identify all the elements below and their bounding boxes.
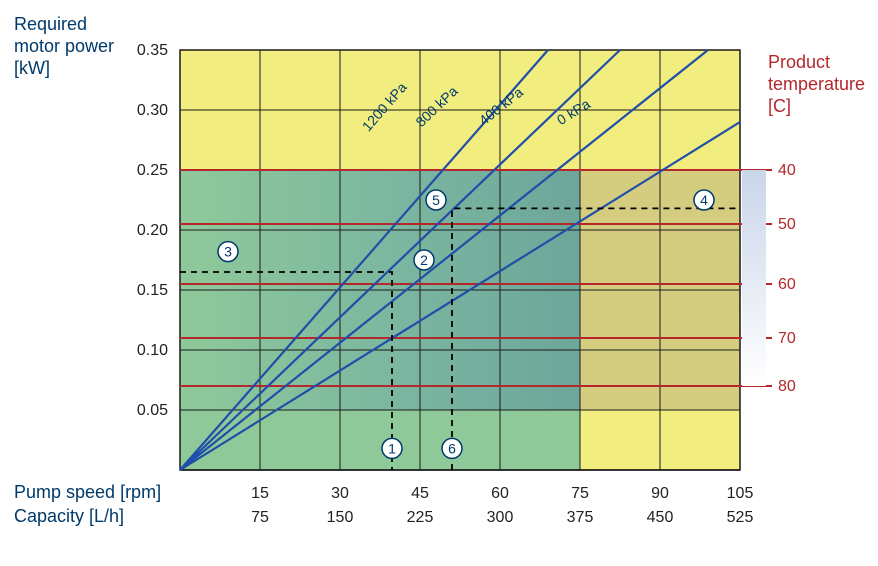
- y-left-title: Required: [14, 14, 87, 34]
- x-tick: 375: [567, 509, 594, 526]
- x-axis-title: Pump speed [rpm]: [14, 482, 161, 502]
- y-right-title: [C]: [768, 96, 791, 116]
- x-tick: 90: [651, 485, 669, 502]
- y-left-title: [kW]: [14, 58, 50, 78]
- x-tick: 45: [411, 485, 429, 502]
- y-right-tick: 40: [778, 162, 796, 179]
- x-tick: 105: [727, 485, 754, 502]
- y-left-title: motor power: [14, 36, 114, 56]
- marker-number: 3: [224, 244, 232, 260]
- marker-number: 6: [448, 440, 456, 456]
- y-right-tick: 50: [778, 216, 796, 233]
- x-tick: 75: [571, 485, 589, 502]
- y-right-tick: 80: [778, 378, 796, 395]
- y-left-tick: 0.25: [137, 162, 168, 179]
- x-tick: 450: [647, 509, 674, 526]
- x-tick: 15: [251, 485, 269, 502]
- marker-number: 4: [700, 192, 708, 208]
- x-tick: 150: [327, 509, 354, 526]
- y-left-tick: 0.20: [137, 222, 168, 239]
- x-tick: 60: [491, 485, 509, 502]
- temperature-strip: [742, 170, 766, 386]
- marker-number: 2: [420, 252, 428, 268]
- x-tick: 225: [407, 509, 434, 526]
- y-left-tick: 0.10: [137, 342, 168, 359]
- y-left-tick: 0.30: [137, 102, 168, 119]
- y-left-tick: 0.05: [137, 402, 168, 419]
- x-tick: 75: [251, 509, 269, 526]
- y-right-tick: 70: [778, 330, 796, 347]
- y-left-tick: 0.15: [137, 282, 168, 299]
- pump-chart: 1200 kPa800 kPa400 kPa0 kPa 123456 Requi…: [0, 0, 878, 566]
- y-right-title: Product: [768, 52, 830, 72]
- x-tick: 300: [487, 509, 514, 526]
- x-axis-title: Capacity [L/h]: [14, 506, 124, 526]
- marker-number: 1: [388, 440, 396, 456]
- x-tick: 30: [331, 485, 349, 502]
- y-right-title: temperature: [768, 74, 865, 94]
- marker-number: 5: [432, 192, 440, 208]
- x-tick: 525: [727, 509, 754, 526]
- y-left-tick: 0.35: [137, 42, 168, 59]
- y-right-tick: 60: [778, 276, 796, 293]
